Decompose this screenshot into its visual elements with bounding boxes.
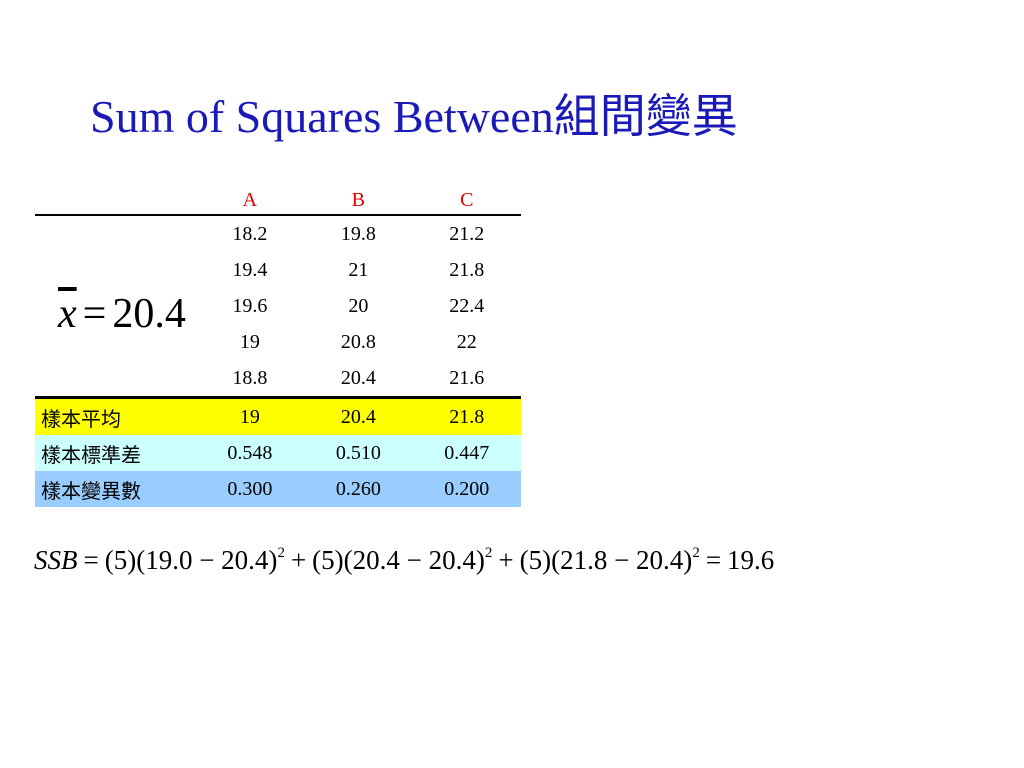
cell: 19.8	[340, 222, 376, 245]
data-table: A B C 18.2 19.8 21.2 19.4 21 21.8 19.6 20 22.4 19…	[35, 186, 521, 507]
cell: 0.300	[227, 477, 273, 500]
cell: 19.6	[232, 294, 268, 317]
data-row: 18.2 19.8 21.2	[35, 215, 521, 252]
slide-title: Sum of Squares Between組間變異	[90, 91, 738, 142]
cell: 21.6	[449, 366, 485, 389]
cell: 22.4	[449, 294, 485, 317]
equals: =	[82, 291, 107, 337]
cell: 21.8	[449, 258, 485, 281]
col-header: B	[351, 188, 365, 211]
power: 2	[692, 545, 700, 561]
ssb-equation: SSB = (5)(19.0 − 20.4)2 + (5)(20.4 − 20.4)2 +…	[34, 545, 774, 576]
term: (5)(20.4 − 20.4)	[312, 545, 485, 575]
cell: 20	[348, 294, 369, 317]
cell: 0.548	[227, 441, 273, 464]
cell: 21.8	[449, 405, 485, 428]
power: 2	[484, 545, 493, 561]
cell: 0.447	[444, 441, 490, 464]
cell: 19.4	[232, 258, 268, 281]
equals: =	[83, 545, 99, 575]
mean-value: 20.4	[112, 291, 186, 337]
blank	[35, 252, 196, 288]
blank	[35, 215, 196, 252]
term: (5)(19.0 − 20.4)	[104, 545, 278, 575]
mean-symbol: x	[58, 291, 77, 337]
plus: +	[290, 545, 307, 575]
plus: +	[498, 545, 514, 575]
summary-row: 樣本變異數 0.300 0.260 0.200	[35, 471, 521, 507]
cell: 0.260	[335, 477, 381, 500]
data-row: 18.8 20.4 21.6	[35, 360, 521, 398]
cell: 0.510	[335, 441, 381, 464]
cell: 18.8	[232, 366, 268, 389]
row-label: 樣本標準差	[41, 444, 141, 467]
col-header: A	[242, 188, 258, 211]
summary-row: 樣本平均 19 20.4 21.8	[35, 397, 521, 435]
blank	[35, 360, 196, 398]
cell: 22	[456, 330, 477, 353]
cell: 20.4	[340, 366, 376, 389]
cell: 21	[348, 258, 369, 281]
ssb-result: 19.6	[727, 545, 775, 575]
cell: 19	[239, 330, 260, 353]
header-row: A B C	[35, 186, 521, 215]
row-label: 樣本變異數	[41, 480, 141, 503]
data-row: 19.4 21 21.8	[35, 252, 521, 288]
data-row: 19 20.8 22	[35, 324, 521, 360]
data-row: 19.6 20 22.4	[35, 288, 521, 324]
cell: 21.2	[449, 222, 485, 245]
cell: 0.200	[444, 477, 490, 500]
equals: =	[705, 545, 722, 575]
col-header: C	[460, 188, 474, 211]
ssb-lhs: SSB	[34, 545, 78, 575]
power: 2	[277, 545, 285, 561]
cell: 19	[239, 405, 260, 428]
cell: 18.2	[232, 222, 268, 245]
blank	[35, 186, 196, 215]
row-label: 樣本平均	[41, 408, 121, 431]
grand-mean: x = 20.4	[58, 290, 186, 338]
cell: 20.8	[340, 330, 376, 353]
summary-row: 樣本標準差 0.548 0.510 0.447	[35, 435, 521, 471]
cell: 20.4	[340, 405, 376, 428]
term: (5)(21.8 − 20.4)	[519, 545, 693, 575]
